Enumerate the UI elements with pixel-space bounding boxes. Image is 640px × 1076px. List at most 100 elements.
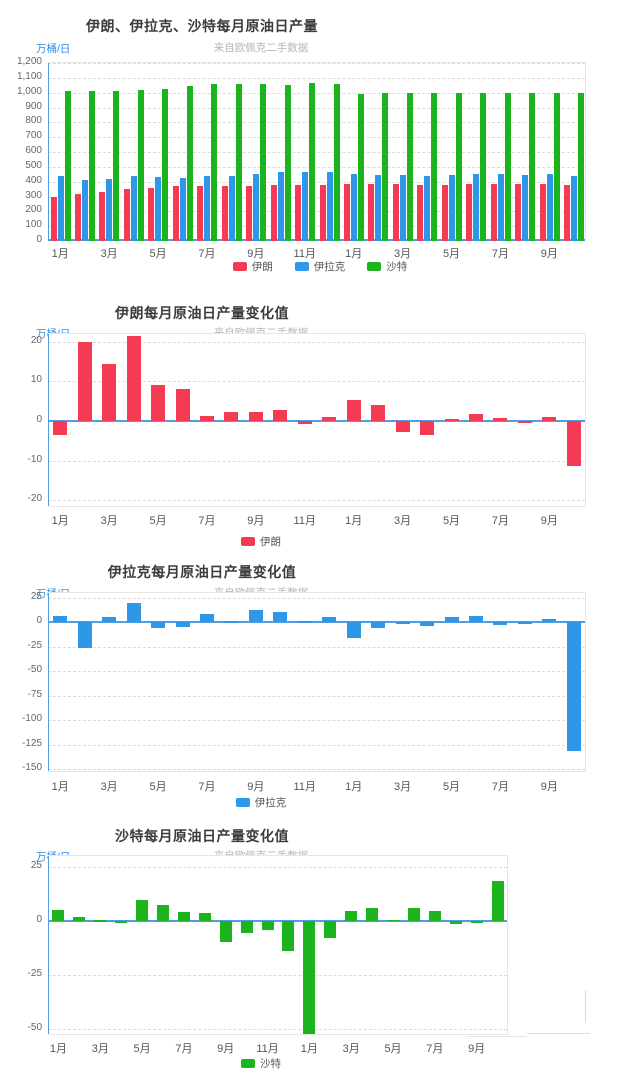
bar-伊拉克-m7 bbox=[199, 613, 214, 623]
bar-伊拉克-m16 bbox=[420, 622, 435, 627]
y-tick-label: -25 bbox=[27, 639, 42, 651]
legend-item-saudi[interactable]: 沙特 bbox=[367, 259, 407, 274]
legend: 伊朗 伊拉克 沙特 bbox=[0, 259, 640, 273]
x-tick-label: 7月 bbox=[198, 515, 216, 527]
production-chart: 伊朗、伊拉克、沙特每月原油日产量 来自欧佩克二手数据 万桶/日 伊朗 伊拉克 沙… bbox=[0, 0, 640, 295]
bar-伊朗-m1 bbox=[53, 421, 68, 435]
bar-沙特-m19 bbox=[428, 911, 441, 922]
legend-swatch-saudi bbox=[241, 1058, 255, 1068]
gridline bbox=[48, 720, 585, 722]
x-tick-label: 1月 bbox=[345, 248, 363, 260]
x-tick-label: 3月 bbox=[342, 1043, 360, 1055]
bar-伊拉克-m19 bbox=[497, 174, 504, 241]
bar-伊拉克-m18 bbox=[473, 173, 480, 241]
bar-伊拉克-m3 bbox=[102, 617, 117, 623]
x-tick-label: 3月 bbox=[394, 248, 412, 260]
legend-swatch-iran bbox=[241, 536, 255, 546]
bar-伊拉克-m16 bbox=[424, 175, 431, 241]
y-tick-label: 500 bbox=[25, 159, 42, 171]
legend-item-iraq[interactable]: 伊拉克 bbox=[235, 795, 286, 810]
x-tick-label: 7月 bbox=[426, 1043, 444, 1055]
legend-item-iraq[interactable]: 伊拉克 bbox=[294, 259, 345, 274]
x-tick-label: 9月 bbox=[540, 781, 558, 793]
gridline bbox=[48, 77, 585, 79]
y-tick-label: 1,100 bbox=[16, 70, 42, 82]
y-axis-unit-label: 万桶/日 bbox=[36, 43, 71, 55]
x-tick-label: 7月 bbox=[198, 248, 216, 260]
x-tick-label: 5月 bbox=[384, 1043, 402, 1055]
x-tick-label: 9月 bbox=[540, 248, 558, 260]
bar-沙特-m6 bbox=[186, 86, 193, 241]
chart-title: 伊朗每月原油日产量变化值 bbox=[115, 305, 289, 321]
bar-伊朗-m1 bbox=[50, 197, 57, 241]
bar-沙特-m4 bbox=[115, 921, 128, 924]
x-tick-label: 11月 bbox=[293, 248, 316, 260]
bar-伊拉克-m11 bbox=[297, 621, 312, 623]
bar-伊朗-m12 bbox=[322, 417, 337, 421]
gridline bbox=[48, 646, 585, 648]
bar-伊朗-m17 bbox=[444, 419, 459, 421]
plot-area bbox=[48, 855, 508, 1035]
x-tick-label: 1月 bbox=[49, 1043, 68, 1055]
bar-伊朗-m22 bbox=[566, 421, 581, 467]
x-tick-label: 1月 bbox=[51, 248, 69, 260]
y-tick-label: -75 bbox=[27, 688, 42, 700]
bar-伊朗-m7 bbox=[199, 415, 214, 421]
bar-伊拉克-m1 bbox=[53, 615, 68, 623]
render-artifact-hline bbox=[527, 1033, 590, 1034]
bar-伊朗-m17 bbox=[441, 184, 448, 241]
x-tick-label: 7月 bbox=[198, 781, 216, 793]
legend-item-iran[interactable]: 伊朗 bbox=[232, 259, 273, 274]
bar-沙特-m3 bbox=[113, 90, 120, 241]
gridline bbox=[48, 1029, 507, 1031]
bar-沙特-m14 bbox=[382, 92, 389, 241]
gridline bbox=[48, 460, 585, 462]
x-tick-label: 11月 bbox=[293, 515, 316, 527]
x-tick-label: 1月 bbox=[345, 515, 363, 527]
y-axis-line bbox=[48, 856, 49, 1034]
legend-swatch-saudi bbox=[367, 261, 382, 271]
bar-伊朗-m10 bbox=[270, 185, 277, 241]
bar-伊拉克-m8 bbox=[224, 621, 239, 623]
bar-沙特-m15 bbox=[345, 911, 358, 922]
gridline bbox=[48, 341, 585, 343]
bar-伊拉克-m2 bbox=[77, 622, 92, 648]
bar-沙特-m10 bbox=[284, 84, 291, 241]
x-axis-line bbox=[48, 621, 585, 624]
legend-label-iran: 伊朗 bbox=[251, 260, 273, 273]
bar-伊朗-m18 bbox=[468, 413, 483, 421]
iraq-change-chart: 伊拉克每月原油日产量变化值 来自欧佩克二手数据 万桶/日 伊拉克 250-25-… bbox=[0, 550, 640, 815]
y-tick-label: -150 bbox=[21, 762, 42, 774]
bar-沙特-m16 bbox=[366, 908, 379, 922]
x-tick-label: 5月 bbox=[149, 515, 167, 527]
gridline bbox=[48, 744, 585, 746]
gridline bbox=[48, 63, 585, 64]
bar-伊朗-m19 bbox=[493, 417, 508, 421]
bar-沙特-m5 bbox=[136, 900, 149, 922]
legend: 沙特 bbox=[131, 1056, 391, 1070]
bar-伊朗-m16 bbox=[420, 421, 435, 435]
bar-沙特-m17 bbox=[455, 93, 462, 241]
bar-伊拉克-m7 bbox=[204, 176, 211, 241]
bar-伊拉克-m6 bbox=[175, 622, 190, 628]
bar-沙特-m3 bbox=[94, 920, 107, 922]
bar-沙特-m21 bbox=[553, 92, 560, 241]
bar-沙特-m18 bbox=[407, 908, 420, 922]
x-tick-label: 9月 bbox=[247, 248, 265, 260]
x-tick-label: 9月 bbox=[247, 781, 265, 793]
x-tick-label: 7月 bbox=[491, 248, 509, 260]
x-tick-label: 9月 bbox=[247, 515, 265, 527]
x-tick-label: 1月 bbox=[300, 1043, 318, 1055]
x-axis-line bbox=[48, 420, 585, 422]
y-tick-label: -100 bbox=[21, 713, 42, 725]
y-tick-label: -50 bbox=[27, 664, 42, 676]
render-artifact-tickline bbox=[467, 1036, 527, 1037]
render-artifact-vline bbox=[585, 990, 586, 1023]
legend-item-iran[interactable]: 伊朗 bbox=[241, 534, 281, 549]
bar-伊朗-m21 bbox=[539, 184, 546, 241]
bar-伊朗-m18 bbox=[466, 184, 473, 241]
bar-伊拉克-m20 bbox=[522, 174, 529, 241]
y-tick-label: 25 bbox=[30, 590, 42, 602]
bar-伊朗-m6 bbox=[172, 186, 179, 241]
legend-item-saudi[interactable]: 沙特 bbox=[241, 1056, 281, 1071]
